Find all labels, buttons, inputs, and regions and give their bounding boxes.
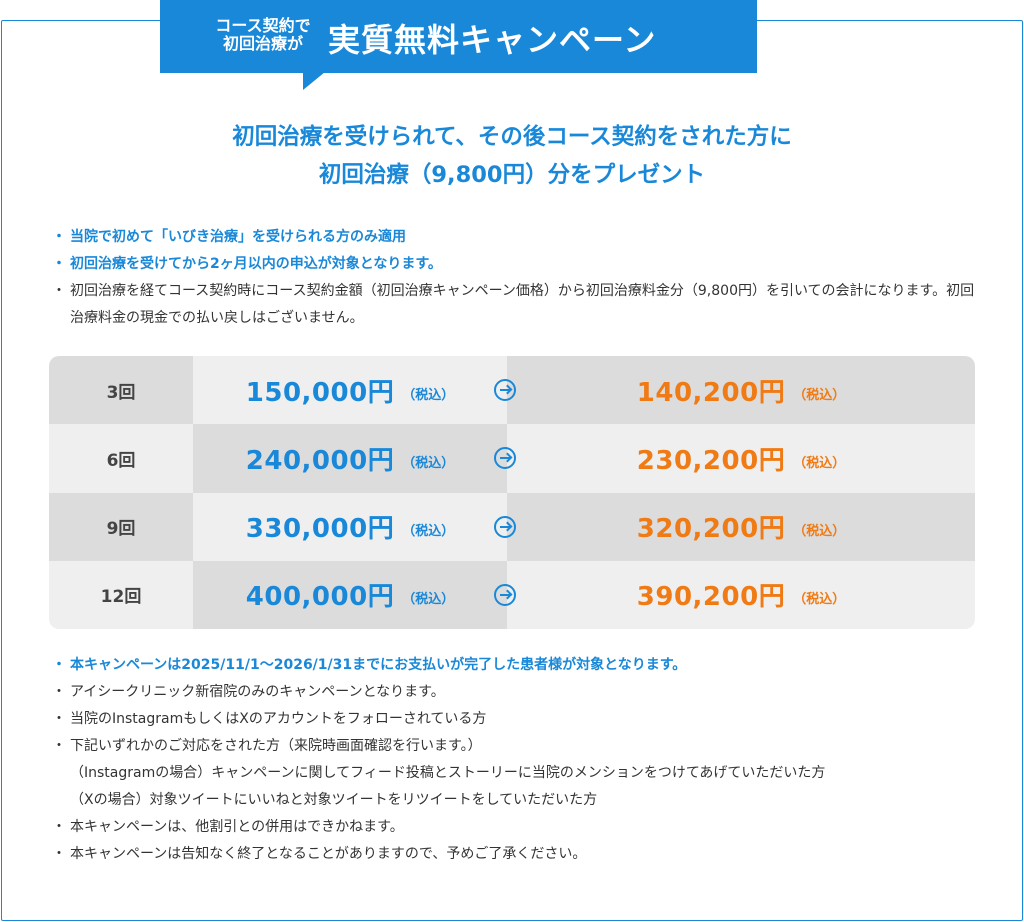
price-row: 9回 330,000円 （税込） 320,200円 （税込） [49,492,975,561]
banner-subtitle: コース契約で 初回治療が [215,16,311,53]
discounted-amount: 230,200円 [636,445,786,476]
note-item: ・当院のInstagramもしくはXのアカウントをフォローされている方 [52,706,982,733]
discounted-price: 140,200円 （税込） [507,356,975,425]
campaign-terms: ・本キャンペーンは2025/11/1〜2026/1/31までにお支払いが完了した… [52,652,982,868]
campaign-headline: 初回治療を受けられて、その後コース契約をされた方に 初回治療（9,800円）分を… [232,124,792,188]
note-item: ・当院で初めて「いびき治療」を受けられる方のみ適用 [52,224,982,251]
note-item: ・初回治療を経てコース契約時にコース契約金額（初回治療キャンペーン価格）から初回… [52,278,982,332]
note-item: （Xの場合）対象ツイートにいいねと対象ツイートをリツイートをしていただいた方 [52,787,982,814]
price-row: 12回 400,000円 （税込） 390,200円 （税込） [49,560,975,629]
note-item: ・初回治療を受けてから2ヶ月以内の申込が対象となります。 [52,251,982,278]
discounted-amount: 390,200円 [636,582,786,613]
note-item: ・本キャンペーンは2025/11/1〜2026/1/31までにお支払いが完了した… [52,652,982,679]
regular-price: 330,000円 （税込） [193,492,507,561]
tax-label: （税込） [402,387,455,403]
note-text: 初回治療を経てコース契約時にコース契約金額（初回治療キャンペーン価格）から初回治… [70,283,975,326]
note-text: 当院で初めて「いびき治療」を受けられる方のみ適用 [70,229,406,245]
discounted-amount: 320,200円 [636,514,786,545]
note-text: 当院のInstagramもしくはXのアカウントをフォローされている方 [70,711,487,727]
bullet-dot: ・ [52,684,66,700]
note-text: 本キャンペーンは2025/11/1〜2026/1/31までにお支払いが完了した患… [70,657,687,673]
note-text: アイシークリニック新宿院のみのキャンペーンとなります。 [70,684,445,700]
discounted-price: 230,200円 （税込） [507,424,975,493]
discounted-price: 320,200円 （税込） [507,492,975,561]
bullet-dot: ・ [52,738,66,754]
tax-label: （税込） [793,455,846,471]
bullet-dot: ・ [52,283,66,299]
note-item: （Instagramの場合）キャンペーンに関してフィード投稿とストーリーに当院の… [52,760,982,787]
regular-price: 240,000円 （税込） [193,424,507,493]
note-text: 初回治療を受けてから2ヶ月以内の申込が対象となります。 [70,256,442,272]
regular-price: 400,000円 （税込） [193,560,507,629]
note-text: （Xの場合）対象ツイートにいいねと対象ツイートをリツイートをしていただいた方 [70,792,598,808]
session-count: 12回 [49,560,193,629]
price-row: 6回 240,000円 （税込） 230,200円 （税込） [49,424,975,493]
note-item: ・下記いずれかのご対応をされた方（来院時画面確認を行います。） [52,733,982,760]
tax-label: （税込） [793,592,846,608]
note-item: ・本キャンペーンは、他割引との併用はできかねます。 [52,814,982,841]
note-text: 下記いずれかのご対応をされた方（来院時画面確認を行います。） [70,738,482,754]
discounted-price: 390,200円 （税込） [507,560,975,629]
regular-amount: 400,000円 [245,582,395,613]
session-count: 9回 [49,492,193,561]
bullet-dot: ・ [52,711,66,727]
tax-label: （税込） [402,592,455,608]
tax-label: （税込） [402,524,455,540]
eligibility-notes: ・当院で初めて「いびき治療」を受けられる方のみ適用・初回治療を受けてから2ヶ月以… [52,224,982,332]
price-table: 3回 150,000円 （税込） 140,200円 （税込） 6回 240,000円 （税込）… [49,356,975,629]
tax-label: （税込） [793,524,846,540]
regular-amount: 240,000円 [245,445,395,476]
arrow-right-circle-icon [494,515,516,538]
regular-amount: 150,000円 [245,377,395,408]
bullet-dot: ・ [52,657,66,673]
discounted-amount: 140,200円 [636,377,786,408]
bullet-dot: ・ [52,819,66,835]
session-count: 3回 [49,356,193,425]
banner-speech-tail [303,72,325,90]
arrow-right-circle-icon [494,447,516,470]
regular-price: 150,000円 （税込） [193,356,507,425]
bullet-dot: ・ [52,229,66,245]
arrow-right-circle-icon [494,583,516,606]
banner-title: 実質無料キャンペーン [328,21,657,59]
bullet-dot: ・ [52,846,66,862]
note-text: （Instagramの場合）キャンペーンに関してフィード投稿とストーリーに当院の… [70,765,826,781]
bullet-dot: ・ [52,256,66,272]
tax-label: （税込） [793,387,846,403]
tax-label: （税込） [402,455,455,471]
price-row: 3回 150,000円 （税込） 140,200円 （税込） [49,356,975,425]
note-text: 本キャンペーンは告知なく終了となることがありますので、予めご了承ください。 [70,846,587,862]
session-count: 6回 [49,424,193,493]
campaign-banner: コース契約で 初回治療が 実質無料キャンペーン [160,0,757,73]
arrow-right-circle-icon [494,379,516,402]
regular-amount: 330,000円 [245,514,395,545]
note-text: 本キャンペーンは、他割引との併用はできかねます。 [70,819,404,835]
note-item: ・本キャンペーンは告知なく終了となることがありますので、予めご了承ください。 [52,841,982,868]
note-item: ・アイシークリニック新宿院のみのキャンペーンとなります。 [52,679,982,706]
